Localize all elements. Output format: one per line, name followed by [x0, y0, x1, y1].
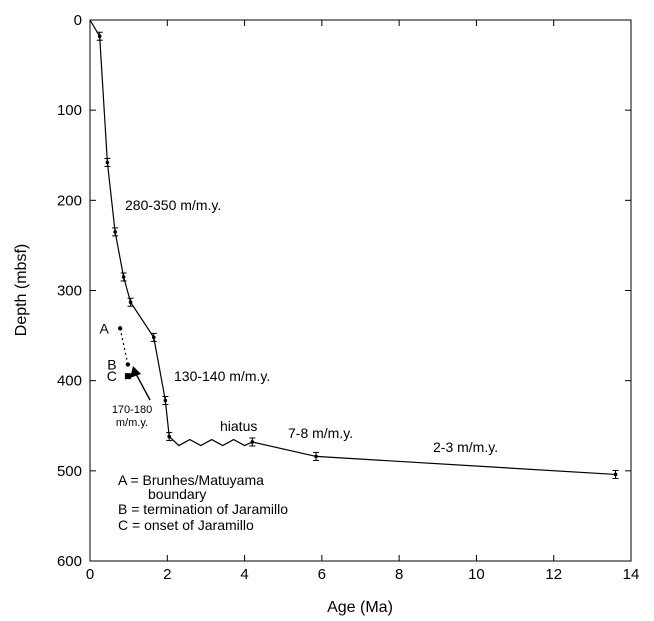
x-tick-label: 2: [163, 566, 171, 583]
marker-label-a: A: [99, 320, 109, 336]
y-tick-label: 0: [74, 12, 82, 29]
y-axis-title: Depth (mbsf): [13, 244, 30, 336]
marker-layer: A BC: [99, 320, 131, 384]
x-axis-title: Age (Ma): [327, 599, 393, 616]
y-tick-label: 400: [57, 373, 82, 390]
x-tick-label: 10: [468, 566, 485, 583]
key-line-a: A = Brunhes/Matuyama: [118, 472, 264, 488]
data-point: [104, 157, 111, 167]
marker-label-b: B: [107, 356, 116, 372]
y-tick-label: 500: [57, 463, 82, 480]
y-tick-label: 200: [57, 192, 82, 209]
a-b-dotted-line: [119, 328, 129, 365]
marker-label-c: C: [107, 368, 117, 384]
y-tick-label: 600: [57, 553, 82, 570]
x-tick-label: 0: [86, 566, 94, 583]
arrow-icon: [130, 366, 151, 401]
data-point: [120, 272, 127, 282]
data-point: [96, 31, 103, 41]
data-point: [162, 396, 169, 406]
key-line-a-cont: boundary: [148, 486, 206, 502]
data-point: [612, 469, 619, 479]
x-tick-label: 12: [545, 566, 562, 583]
rate-label-130-140: 130-140 m/m.y.: [174, 368, 270, 384]
small-rate-label-line1: 170-180: [112, 404, 152, 416]
rate-label-2-3: 2-3 m/m.y.: [433, 439, 498, 455]
data-point: [127, 297, 134, 307]
x-tick-label: 4: [240, 566, 248, 583]
x-tick-label: 6: [318, 566, 326, 583]
hiatus-label: hiatus: [220, 418, 257, 434]
x-tick-label: 8: [395, 566, 403, 583]
y-tick-label: 300: [57, 283, 82, 300]
age-depth-line: [89, 19, 616, 476]
series-layer: [89, 19, 619, 479]
key-line-c: C = onset of Jaramillo: [118, 517, 254, 533]
x-tick-label: 14: [623, 566, 640, 583]
x-axis-ticks: 0 2 4 6 8 10 12 14: [86, 20, 640, 583]
y-tick-label: 100: [57, 102, 82, 119]
key-line-b: B = termination of Jaramillo: [118, 501, 288, 517]
marker-c: [124, 373, 131, 380]
data-point: [249, 437, 256, 447]
y-axis-ticks: 0 100 200 300 400 500 600: [57, 12, 631, 570]
data-point: [313, 451, 320, 461]
small-rate-label-line2: m/m.y.: [116, 417, 148, 429]
data-point: [112, 227, 119, 237]
data-point: [166, 432, 173, 442]
data-point: [150, 332, 157, 342]
rate-label-280-350: 280-350 m/m.y.: [125, 197, 221, 213]
rate-label-7-8: 7-8 m/m.y.: [288, 425, 353, 441]
